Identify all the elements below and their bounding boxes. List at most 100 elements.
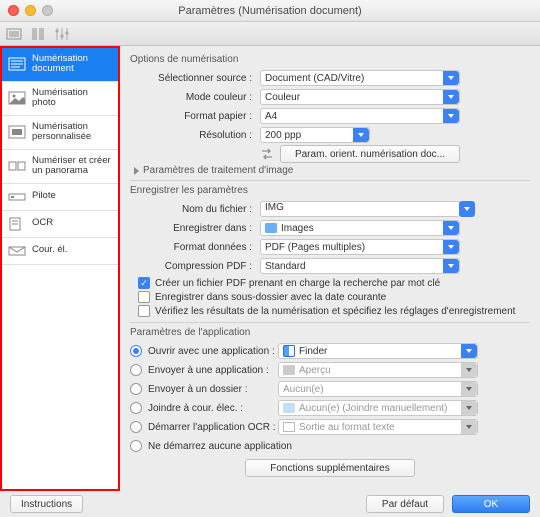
sidebar-item-label: Numériser et créer un panorama bbox=[32, 156, 112, 177]
chevron-down-icon bbox=[353, 128, 369, 142]
chevron-down-icon bbox=[461, 363, 477, 377]
sidebar-item-scan-panorama[interactable]: Numériser et créer un panorama bbox=[2, 150, 118, 184]
color-select[interactable]: Couleur bbox=[260, 89, 460, 105]
chevron-down-icon bbox=[443, 90, 459, 104]
filename-input[interactable]: IMG bbox=[260, 201, 460, 217]
format-value: PDF (Pages multiples) bbox=[265, 242, 365, 253]
folder-icon bbox=[265, 223, 277, 233]
instructions-button[interactable]: Instructions bbox=[10, 495, 83, 513]
disclosure-triangle-icon bbox=[134, 167, 139, 175]
verify-label: Vérifiez les résultats de la numérisatio… bbox=[155, 306, 515, 317]
sidebar-item-label: Numérisation document bbox=[32, 54, 112, 75]
open-app-label: Ouvrir avec une application : bbox=[148, 346, 278, 357]
sidebar-item-label: OCR bbox=[32, 218, 53, 228]
open-app-select[interactable]: Finder bbox=[278, 343, 478, 359]
pdf-search-checkbox[interactable] bbox=[138, 277, 150, 289]
orientation-button-label: Param. orient. numérisation doc... bbox=[295, 149, 445, 160]
compress-value: Standard bbox=[265, 261, 306, 272]
format-label: Format données : bbox=[130, 242, 260, 253]
chevron-down-icon bbox=[443, 221, 459, 235]
chevron-down-icon bbox=[443, 259, 459, 273]
savein-label: Enregistrer dans : bbox=[130, 223, 260, 234]
paper-select[interactable]: A4 bbox=[260, 108, 460, 124]
subfolder-label: Enregistrer dans sous-dossier avec la da… bbox=[155, 292, 386, 303]
orientation-button[interactable]: Param. orient. numérisation doc... bbox=[280, 145, 460, 163]
sidebar-item-ocr[interactable]: OCR bbox=[2, 211, 118, 238]
filename-label: Nom du fichier : bbox=[130, 204, 260, 215]
extra-functions-label: Fonctions supplémentaires bbox=[270, 463, 390, 474]
source-select[interactable]: Document (CAD/Vitre) bbox=[260, 70, 460, 86]
scanner-tab-icon[interactable] bbox=[6, 26, 22, 42]
send-app-radio[interactable] bbox=[130, 364, 142, 376]
sidebar-item-label: Numérisation photo bbox=[32, 88, 112, 109]
prefs-tab-icon[interactable] bbox=[30, 26, 46, 42]
start-ocr-radio[interactable] bbox=[130, 421, 142, 433]
chevron-down-icon bbox=[443, 109, 459, 123]
savein-select[interactable]: Images bbox=[260, 220, 460, 236]
footer: Instructions Par défaut OK bbox=[0, 491, 540, 517]
section-scan-options-title: Options de numérisation bbox=[130, 54, 530, 65]
color-label: Mode couleur : bbox=[130, 92, 260, 103]
savein-value: Images bbox=[281, 223, 314, 234]
paper-label: Format papier : bbox=[130, 111, 260, 122]
resolution-value: 200 ppp bbox=[265, 130, 301, 141]
sidebar-item-scan-document[interactable]: Numérisation document bbox=[2, 48, 118, 82]
send-folder-radio[interactable] bbox=[130, 383, 142, 395]
resolution-select[interactable]: 200 ppp bbox=[260, 127, 370, 143]
custom-scan-icon bbox=[8, 125, 26, 139]
send-app-select[interactable]: Aperçu bbox=[278, 362, 478, 378]
finder-icon bbox=[283, 345, 295, 357]
ok-button[interactable]: OK bbox=[452, 495, 530, 513]
source-label: Sélectionner source : bbox=[130, 73, 260, 84]
content-panel: Options de numérisation Sélectionner sou… bbox=[120, 46, 540, 491]
start-ocr-value: Sortie au format texte bbox=[299, 422, 395, 433]
compress-label: Compression PDF : bbox=[130, 261, 260, 272]
default-button[interactable]: Par défaut bbox=[366, 495, 444, 513]
send-folder-value: Aucun(e) bbox=[283, 384, 324, 395]
section-app-title: Paramètres de l'application bbox=[130, 327, 530, 338]
treatment-disclosure[interactable]: Paramètres de traitement d'image bbox=[134, 165, 530, 176]
send-folder-label: Envoyer à un dossier : bbox=[148, 384, 278, 395]
chevron-down-icon bbox=[461, 401, 477, 415]
sidebar-item-scan-photo[interactable]: Numérisation photo bbox=[2, 82, 118, 116]
treatment-label: Paramètres de traitement d'image bbox=[143, 165, 293, 176]
attach-email-select[interactable]: Aucun(e) (Joindre manuellement) bbox=[278, 400, 478, 416]
attach-email-label: Joindre à cour. élec. : bbox=[148, 403, 278, 414]
panorama-scan-icon bbox=[8, 159, 26, 173]
no-app-radio[interactable] bbox=[130, 440, 142, 452]
window-title: Paramètres (Numérisation document) bbox=[0, 5, 540, 17]
resolution-label: Résolution : bbox=[130, 130, 260, 141]
format-select[interactable]: PDF (Pages multiples) bbox=[260, 239, 460, 255]
document-scan-icon bbox=[8, 57, 26, 71]
sidebar: Numérisation document Numérisation photo… bbox=[0, 46, 120, 491]
sidebar-item-email[interactable]: Cour. él. bbox=[2, 238, 118, 265]
sidebar-item-label: Pilote bbox=[32, 191, 56, 201]
no-app-label: Ne démarrez aucune application bbox=[148, 441, 292, 452]
chevron-down-icon bbox=[461, 344, 477, 358]
paper-value: A4 bbox=[265, 111, 277, 122]
sidebar-item-label: Numérisation personnalisée bbox=[32, 122, 112, 143]
chevron-down-icon bbox=[461, 420, 477, 434]
send-app-value: Aperçu bbox=[299, 365, 331, 376]
open-app-radio[interactable] bbox=[130, 345, 142, 357]
titlebar: Paramètres (Numérisation document) bbox=[0, 0, 540, 22]
driver-icon bbox=[8, 190, 26, 204]
photo-scan-icon bbox=[8, 91, 26, 105]
instructions-label: Instructions bbox=[21, 499, 72, 510]
attach-email-radio[interactable] bbox=[130, 402, 142, 414]
text-output-icon bbox=[283, 422, 295, 432]
start-ocr-select[interactable]: Sortie au format texte bbox=[278, 419, 478, 435]
sidebar-item-driver[interactable]: Pilote bbox=[2, 184, 118, 211]
ok-label: OK bbox=[484, 499, 498, 510]
sliders-tab-icon[interactable] bbox=[54, 26, 70, 42]
filename-value: IMG bbox=[265, 202, 284, 213]
filename-dropdown-icon[interactable] bbox=[459, 201, 475, 217]
subfolder-checkbox[interactable] bbox=[138, 291, 150, 303]
compress-select[interactable]: Standard bbox=[260, 258, 460, 274]
sidebar-item-scan-custom[interactable]: Numérisation personnalisée bbox=[2, 116, 118, 150]
verify-checkbox[interactable] bbox=[138, 305, 150, 317]
email-icon bbox=[8, 244, 26, 258]
swap-icon bbox=[260, 147, 274, 161]
send-folder-select[interactable]: Aucun(e) bbox=[278, 381, 478, 397]
extra-functions-button[interactable]: Fonctions supplémentaires bbox=[245, 459, 415, 477]
